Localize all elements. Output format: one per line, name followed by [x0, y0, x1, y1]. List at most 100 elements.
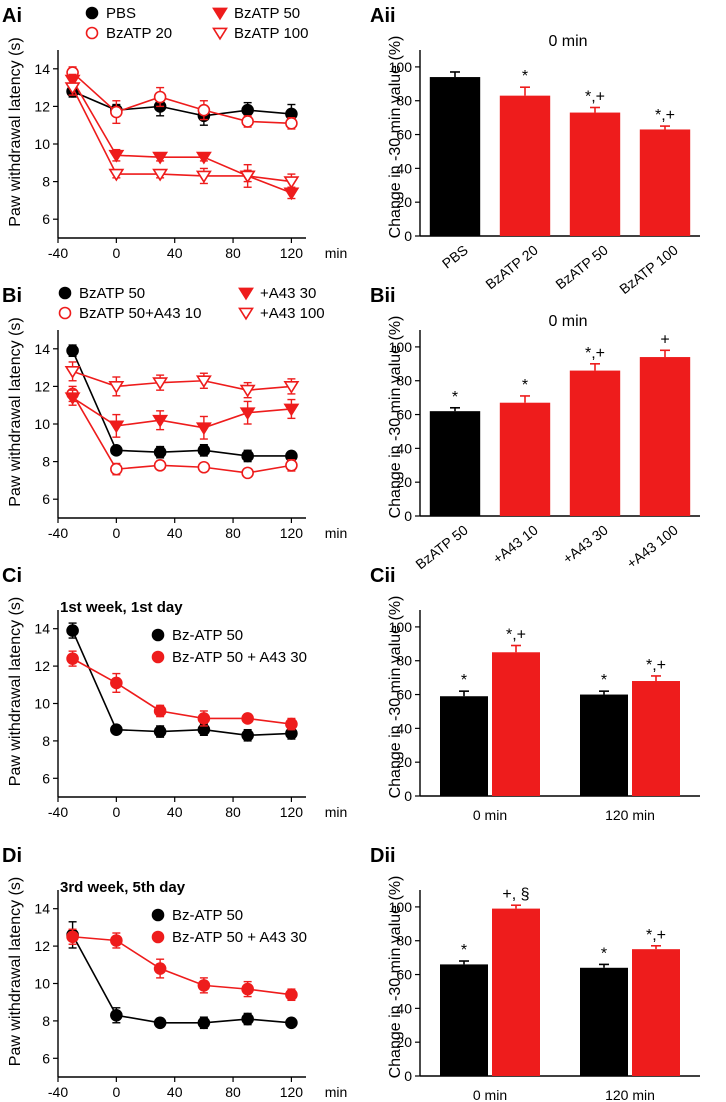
series-line	[71, 393, 292, 474]
y-tick-label: 10	[34, 136, 50, 152]
legend-label: BzATP 50+A43 10	[79, 305, 201, 322]
significance-mark: *,+	[585, 345, 605, 362]
category-label: +A43 10	[490, 522, 541, 567]
data-point	[152, 377, 169, 390]
data-point	[241, 449, 254, 463]
chart-title: 0 min	[548, 33, 587, 50]
data-point	[66, 930, 79, 944]
data-point	[285, 1016, 298, 1030]
panel-label-cii: Cii	[370, 565, 396, 587]
y-axis-label: Change in -30 min value (%)	[387, 596, 404, 799]
legend-marker	[151, 908, 165, 922]
legend-entry: Bz-ATP 50	[151, 627, 243, 644]
y-tick-label: 20	[396, 1034, 412, 1050]
data-point	[64, 366, 81, 379]
bar	[569, 370, 621, 516]
bar-0	[440, 964, 488, 1076]
data-point	[64, 82, 81, 95]
y-tick-label: 100	[389, 339, 413, 355]
y-tick-label: 12	[34, 378, 50, 394]
y-tick-label: 14	[34, 341, 50, 357]
x-tick-label: 120	[280, 804, 304, 820]
y-axis-label: Paw withdrawal latency (s)	[7, 37, 24, 226]
legend-entry: +A43 30	[238, 285, 316, 302]
data-point	[241, 1012, 254, 1026]
series-bzatp-50-a43-10	[66, 385, 298, 480]
significance-mark: *	[522, 377, 528, 394]
panel-ai: Ai 6 8 10 12 14 -40 0 40 80 120 min Paw withdrawal l…	[2, 5, 347, 261]
x-tick-label: 0	[112, 525, 120, 541]
significance-mark: *	[601, 945, 607, 962]
y-tick-label: 40	[396, 1000, 412, 1016]
panel-label-dii: Dii	[370, 845, 396, 867]
category-label: 0 min	[473, 1087, 507, 1102]
data-point	[152, 151, 169, 165]
legend-entry: BzATP 50+A43 10	[58, 305, 201, 322]
y-tick-label: 100	[389, 59, 413, 75]
series-line	[71, 79, 292, 194]
y-tick-label: 0	[404, 1068, 412, 1084]
significance-mark: *	[452, 389, 458, 406]
category-label: +A43 100	[623, 522, 681, 572]
data-point	[110, 444, 123, 457]
data-point	[197, 444, 211, 457]
significance-mark: *,+	[655, 107, 675, 124]
x-tick-label: 40	[167, 1084, 183, 1100]
data-point	[283, 187, 300, 201]
y-axis-label: Paw withdrawal latency (s)	[7, 877, 24, 1066]
legend-label: BzATP 20	[106, 25, 172, 42]
data-point	[239, 170, 256, 184]
legend-marker	[58, 306, 72, 320]
y-axis-label: Paw withdrawal latency (s)	[7, 597, 24, 786]
data-point	[152, 168, 169, 182]
y-tick-label: 100	[389, 899, 413, 915]
y-tick-label: 12	[34, 98, 50, 114]
series-line	[72, 397, 292, 429]
category-label: BzATP 50	[552, 242, 611, 293]
series-line	[72, 657, 292, 725]
x-tick-label: 80	[225, 1084, 241, 1100]
y-tick-label: 8	[42, 733, 50, 749]
data-point	[197, 712, 211, 725]
category-label: BzATP 20	[482, 242, 541, 293]
series-bzatp-20	[66, 66, 298, 130]
legend-label: +A43 30	[260, 285, 316, 302]
series-line	[72, 90, 292, 117]
y-tick-label: 60	[396, 967, 412, 983]
x-axis-label: min	[325, 525, 348, 541]
data-point	[239, 384, 256, 398]
legend-entry: BzATP 50	[212, 5, 300, 22]
legend-marker	[212, 27, 228, 41]
x-tick-label: 80	[225, 804, 241, 820]
panel-label-aii: Aii	[370, 5, 396, 27]
legend-marker	[85, 6, 99, 20]
series-line	[72, 71, 292, 125]
y-axis-label: Change in -30 min value (%)	[387, 36, 404, 239]
y-tick-label: 6	[42, 1050, 50, 1066]
x-tick-label: -40	[48, 245, 68, 261]
data-point	[285, 459, 298, 472]
panel-subtitle: 1st week, 1st day	[60, 599, 183, 616]
bar	[429, 411, 481, 516]
legend-marker	[85, 26, 99, 40]
y-tick-label: 12	[34, 938, 50, 954]
bar-0	[440, 696, 488, 796]
data-point	[108, 420, 125, 434]
series--a43-30	[64, 389, 300, 440]
y-tick-label: 8	[42, 454, 50, 470]
data-point	[197, 979, 211, 992]
data-point	[241, 466, 254, 480]
bar-1	[632, 949, 680, 1076]
data-point	[110, 723, 123, 736]
panel-label-bi: Bi	[2, 285, 22, 307]
y-tick-label: 40	[396, 720, 412, 736]
data-point	[285, 988, 298, 1002]
y-tick-label: 14	[34, 61, 50, 77]
legend-entry: BzATP 20	[85, 25, 172, 42]
y-axis-label: Paw withdrawal latency (s)	[7, 317, 24, 506]
legend-label: BzATP 100	[234, 25, 309, 42]
series-pbs	[66, 85, 298, 126]
